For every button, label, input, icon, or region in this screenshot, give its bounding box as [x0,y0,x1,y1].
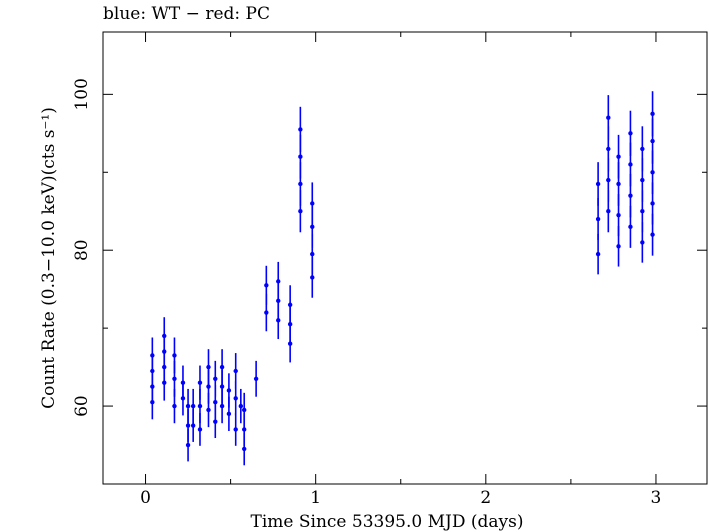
x-axis-title: Time Since 53395.0 MJD (days) [251,512,524,532]
data-point [606,146,611,152]
y-tick-label: 60 [72,395,92,417]
x-tick-label: 2 [480,488,491,508]
data-point [185,403,191,409]
data-point [310,201,315,206]
data-point [242,446,247,452]
data-point [640,177,645,183]
y-tick-label: 80 [72,239,92,261]
data-point [298,127,303,132]
data-point [206,407,211,413]
data-point [190,423,196,428]
data-point [276,279,281,284]
data-point [162,333,167,339]
data-point [233,368,238,374]
data-point [628,131,633,136]
data-point [628,162,633,167]
data-point [253,376,259,381]
data-point [185,442,191,448]
data-point [206,364,211,370]
data-point [150,353,155,358]
plot-frame [102,31,708,485]
data-point [650,232,655,237]
data-point [616,181,621,187]
data-point [180,380,186,385]
y-tick-label: 100 [72,78,92,110]
data-point [310,275,315,280]
data-point [595,251,601,257]
data-point [226,388,232,393]
data-point [640,146,645,152]
data-point [242,407,247,413]
data-point [595,181,601,187]
data-point [233,396,238,401]
data-point [226,411,232,417]
data-point [650,170,655,175]
data-point [219,384,225,389]
data-point [172,353,177,358]
data-point [219,403,225,409]
data-point [298,209,303,214]
data-point [287,341,293,346]
data-point [606,177,611,183]
data-point [213,419,218,424]
data-point [206,384,211,389]
data-point [310,224,315,230]
data-point [190,403,196,409]
data-point [219,364,225,370]
data-point [213,399,218,405]
data-point [628,193,633,198]
data-point [172,403,177,409]
data-point [287,302,293,307]
x-tick-label: 0 [140,488,151,508]
data-point [640,240,645,245]
data-point [616,244,621,249]
data-point [197,380,203,385]
data-point [628,224,633,230]
data-point [650,138,655,144]
data-point [606,209,611,214]
axes-layer: 0 1 2 3 60 80 100 [72,32,707,508]
data-point [213,376,218,381]
data-point [606,115,611,120]
data-point [197,403,203,409]
data-point [172,376,177,381]
data-point [640,209,645,214]
chart-title: blue: WT − red: PC [103,4,270,24]
data-point [298,181,303,187]
data-point [242,427,247,432]
data-point [616,212,621,218]
data-point [310,251,315,257]
data-point [197,427,203,432]
data-point [650,201,655,206]
data-layer [150,91,655,466]
x-tick-label: 3 [651,488,662,508]
data-point [650,111,655,117]
data-point [264,283,269,288]
data-point [238,403,244,409]
data-point [298,154,303,159]
data-point [233,427,238,432]
x-tick-label: 1 [310,488,321,508]
y-axis-title: Count Rate (0.3−10.0 keV)(cts s⁻¹) [39,107,59,409]
data-point [185,423,191,428]
data-point [264,310,269,315]
data-point [595,216,601,222]
data-point [616,154,621,159]
